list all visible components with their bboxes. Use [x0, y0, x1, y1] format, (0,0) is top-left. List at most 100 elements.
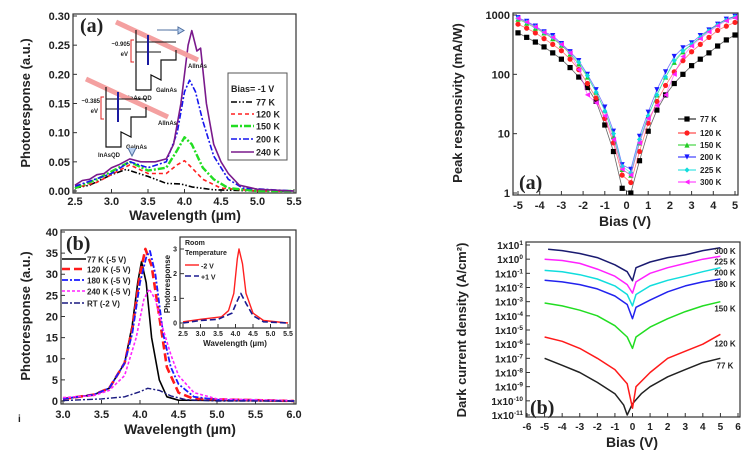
plot-area: [182, 248, 289, 324]
y-tick-label: 40: [46, 227, 58, 239]
x-tick-label: 3: [682, 422, 688, 433]
x-tick-label: 4: [710, 200, 717, 212]
legend-label: 180 K (-5 V): [87, 277, 131, 286]
data-point: [662, 82, 669, 89]
y-tick-label: 1x10-1: [495, 268, 523, 280]
y-axis-label: Dark current density (A/cm²): [454, 243, 469, 418]
band-diagram-lower: ~0.385 eV AlInAs GaInAs InAsQD: [81, 76, 178, 159]
series-label: 200 K: [714, 269, 736, 278]
barrier-label: AlInAs: [188, 64, 208, 70]
x-tick-label: -1: [600, 200, 610, 212]
data-point: [515, 30, 521, 36]
legend-label: 77 K: [700, 115, 717, 124]
x-tick-label: 5.0: [250, 196, 265, 208]
legend-label: 77 K (-5 V): [87, 256, 126, 265]
x-tick-label: 3.0: [55, 409, 70, 421]
x-tick-label: 5.0: [209, 409, 224, 421]
y-tick-label: 0.10: [49, 128, 70, 140]
y-tick-label: 0.05: [49, 157, 70, 169]
legend-label: -2 V: [201, 264, 214, 271]
y-tick-label: 2: [173, 271, 177, 278]
legend-marker: [684, 116, 690, 122]
x-tick-label: 4.0: [177, 196, 192, 208]
data-point: [584, 84, 591, 91]
series-label: 225 K: [714, 257, 736, 266]
data-point: [584, 92, 591, 98]
chart-tl: 2.5 3.0 3.5 4.0 4.5 5.0 5.5 0.00 0.05 0.10 0.15 0.2…: [18, 11, 302, 223]
y-tick-label: 15: [46, 333, 58, 345]
y-tick-label: 5: [52, 375, 58, 387]
x-tick-label: -1: [610, 422, 619, 433]
data-point: [567, 56, 573, 62]
data-point: [576, 59, 582, 65]
panel-label: (a): [519, 172, 542, 194]
legend-title: Room: [185, 240, 205, 247]
series-line--2V: [182, 248, 289, 324]
series-line-+1V: [182, 292, 289, 324]
data-point: [671, 58, 677, 64]
series-line: [517, 17, 736, 176]
y-tick-label: 20: [46, 311, 58, 323]
y-tick-label: 3: [173, 247, 177, 254]
x-axis-label: Wavelength (µm): [203, 339, 267, 348]
series-line-180K: [544, 278, 721, 320]
arrow-icon: [157, 26, 185, 35]
gap-unit: eV: [91, 109, 98, 115]
series-line-120K-5V: [62, 247, 295, 403]
x-tick-label: 4.0: [231, 331, 241, 338]
series-line-225K: [544, 255, 721, 294]
data-point: [654, 92, 660, 98]
y-tick-label: 1x100: [497, 254, 523, 266]
x-tick-label: 4: [700, 422, 706, 433]
series-line-200K: [74, 79, 295, 192]
y-tick-label: 30: [46, 269, 58, 281]
gap-bracket: [130, 39, 134, 63]
y-tick-label: 0.20: [49, 69, 70, 81]
data-point: [515, 15, 521, 21]
y-tick-label: 0.30: [49, 11, 70, 23]
gap-bracket: [100, 96, 104, 120]
legend-title: Temperature: [185, 250, 227, 257]
series-label: 77 K: [717, 361, 734, 370]
x-tick-label: 3.5: [94, 409, 109, 421]
x-tick-label: 5: [732, 200, 738, 212]
data-point: [593, 95, 599, 101]
panel-label: (a): [80, 15, 103, 37]
legend-label: RT (-2 V): [87, 300, 120, 309]
legend-label: +1 V: [201, 275, 216, 282]
barrier-label: AlInAs: [158, 121, 178, 127]
well-label: GaInAs: [156, 88, 178, 94]
data-point: [610, 136, 617, 143]
x-tick-label: 2.5: [178, 331, 188, 338]
y-tick-label: 1x10-9: [495, 382, 523, 394]
legend-title: Bias= -1 V: [231, 84, 274, 94]
data-point: [619, 172, 625, 178]
light-beam: [84, 76, 170, 120]
data-point: [662, 74, 669, 80]
data-point: [689, 63, 695, 69]
plot-frame: [512, 12, 739, 196]
y-tick-label: 100: [492, 69, 510, 81]
chart-bl: 3.0 3.5 4.0 4.5 5.0 5.5 6.00510152025303540Wav…: [18, 227, 302, 437]
data-point: [654, 107, 660, 113]
plot-frame: [525, 241, 741, 418]
x-tick-label: 2: [667, 200, 673, 212]
x-tick-label: -3: [557, 200, 567, 212]
x-axis-label: Bias (V): [606, 434, 658, 450]
x-tick-label: 5: [718, 422, 724, 433]
stray-text: i: [18, 414, 21, 425]
x-tick-label: 4.5: [171, 409, 186, 421]
y-tick-label: 1x10-5: [495, 325, 523, 337]
series-label: 150 K: [714, 305, 736, 314]
series-line-120K: [544, 333, 721, 409]
data-point: [593, 98, 599, 104]
series-line-150K: [544, 300, 721, 350]
chart-br: -6 -5 -4 -3 -2 -1 0 1 2 3 4 5 6 1x10-11 1x10-10 1x10-9 1…: [454, 240, 741, 450]
y-tick-label: 0.25: [49, 40, 70, 52]
data-point: [619, 166, 625, 172]
x-tick-label: 4.5: [213, 196, 228, 208]
series-line-240K: [74, 29, 295, 192]
y-tick-label: 1: [173, 296, 177, 303]
